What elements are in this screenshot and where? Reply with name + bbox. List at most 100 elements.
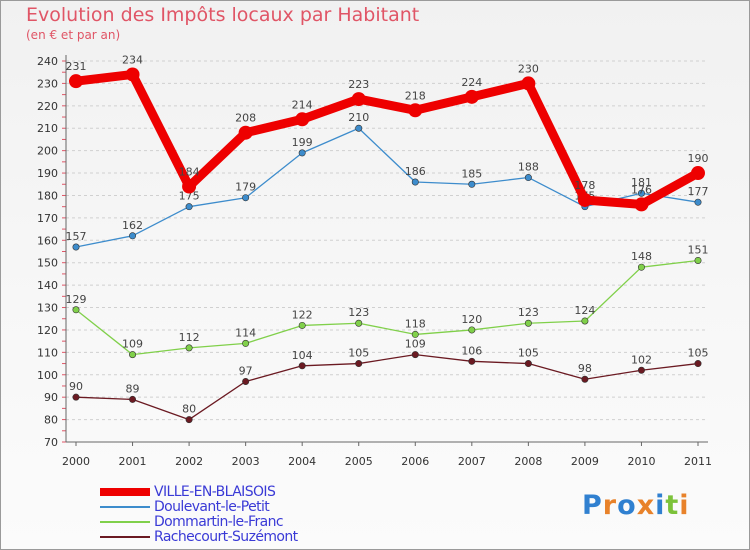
data-point — [72, 306, 80, 314]
data-point — [637, 189, 645, 197]
data-point — [524, 174, 532, 182]
data-point — [577, 192, 592, 207]
chart-title: Evolution des Impôts locaux par Habitant — [26, 4, 420, 26]
data-point — [129, 351, 137, 359]
data-label: 106 — [461, 344, 482, 357]
data-point — [125, 67, 140, 82]
data-label: 109 — [122, 338, 143, 351]
y-tick-label: 240 — [37, 55, 58, 68]
legend-swatch — [100, 521, 150, 523]
data-label: 175 — [179, 190, 200, 203]
y-tick-label: 80 — [44, 414, 58, 427]
data-label: 176 — [631, 183, 652, 196]
gridlines — [66, 60, 708, 443]
data-point — [468, 180, 476, 188]
x-tick-label: 2005 — [345, 455, 373, 468]
data-label: 218 — [405, 89, 426, 102]
legend-label: Dommartin-le-Franc — [154, 514, 284, 530]
data-point — [298, 362, 306, 370]
y-tick-label: 150 — [37, 257, 58, 270]
data-label: 148 — [631, 250, 652, 263]
data-point — [694, 198, 702, 206]
data-point — [182, 179, 197, 194]
data-point — [242, 339, 250, 347]
data-label: 89 — [126, 382, 140, 395]
data-point — [185, 344, 193, 352]
data-point — [408, 103, 423, 118]
data-point — [634, 197, 649, 212]
y-tick-label: 90 — [44, 391, 58, 404]
logo-letter: x — [636, 490, 656, 521]
x-tick-label: 2010 — [627, 455, 655, 468]
data-label: 188 — [518, 161, 539, 174]
data-point — [355, 124, 363, 132]
y-tick-label: 180 — [37, 189, 58, 202]
data-label: 157 — [66, 230, 87, 243]
data-point — [129, 232, 137, 240]
legend-swatch — [100, 536, 150, 538]
data-label: 120 — [461, 313, 482, 326]
data-label: 97 — [239, 364, 253, 377]
y-tick-label: 230 — [37, 77, 58, 90]
legend-swatch — [100, 506, 150, 508]
data-point — [524, 319, 532, 327]
data-label: 151 — [688, 243, 709, 256]
y-tick-label: 190 — [37, 167, 58, 180]
y-tick-label: 130 — [37, 302, 58, 315]
line-chart: 7080901001101201301401501601701801902002… — [37, 53, 712, 468]
data-point — [69, 74, 83, 89]
data-label: 224 — [461, 76, 482, 89]
legend-label: Doulevant-le-Petit — [154, 499, 270, 515]
data-label: 124 — [574, 304, 595, 317]
data-label: 80 — [182, 403, 196, 416]
x-tick-label: 2007 — [458, 455, 486, 468]
data-point — [411, 351, 419, 359]
series-dommartin-le-franc: 129 109 112 114 122 123 118 120 123 124 148 151 — [66, 243, 709, 359]
y-tick-label: 100 — [37, 369, 58, 382]
logo-letter: i — [655, 490, 666, 521]
data-point — [694, 360, 702, 368]
data-label: 199 — [292, 136, 313, 149]
y-tick-label: 120 — [37, 324, 58, 337]
data-label: 162 — [122, 219, 143, 232]
y-tick-label: 200 — [37, 145, 58, 158]
data-label: 234 — [122, 53, 143, 66]
x-tick-label: 2006 — [401, 455, 429, 468]
y-tick-label: 70 — [44, 436, 58, 449]
x-tick-label: 2001 — [119, 455, 147, 468]
x-tick-label: 2004 — [288, 455, 316, 468]
data-label: 129 — [66, 293, 87, 306]
data-label: 105 — [348, 347, 369, 360]
data-label: 223 — [348, 78, 369, 91]
series-ville-en-blaisois: 231 234 184 208 214 223 218 224 230 178 176 190 — [66, 53, 709, 212]
data-series: 1571621751791992101861851881751811771291… — [66, 53, 709, 424]
legend-label: VILLE-EN-BLAISOIS — [154, 484, 276, 500]
y-tick-label: 220 — [37, 100, 58, 113]
logo-letter: i — [679, 490, 690, 521]
data-point — [351, 92, 366, 107]
data-label: 104 — [292, 349, 313, 362]
logo-letter: P — [582, 490, 603, 521]
logo-letter: o — [617, 490, 637, 521]
legend-label: Rachecourt-Suzémont — [154, 529, 298, 545]
x-tick-label: 2002 — [175, 455, 203, 468]
data-point — [468, 357, 476, 365]
series-line — [71, 69, 703, 209]
data-point — [129, 395, 137, 403]
x-tick-label: 2000 — [62, 455, 90, 468]
data-point — [185, 416, 193, 424]
data-point — [242, 377, 250, 385]
data-label: 179 — [235, 181, 256, 194]
data-label: 112 — [179, 331, 200, 344]
data-label: 102 — [631, 353, 652, 366]
data-point — [464, 89, 479, 104]
data-point — [637, 366, 645, 374]
proxiti-logo: Proxiti — [582, 490, 690, 521]
series-rachecourt-suz-mont: 90 89 80 97 104 105 109 106 105 98 102 105 — [69, 338, 709, 424]
data-point — [521, 76, 536, 91]
data-label: 118 — [405, 317, 426, 330]
data-point — [694, 256, 702, 264]
logo-letter: r — [602, 490, 618, 521]
data-point — [238, 125, 253, 140]
